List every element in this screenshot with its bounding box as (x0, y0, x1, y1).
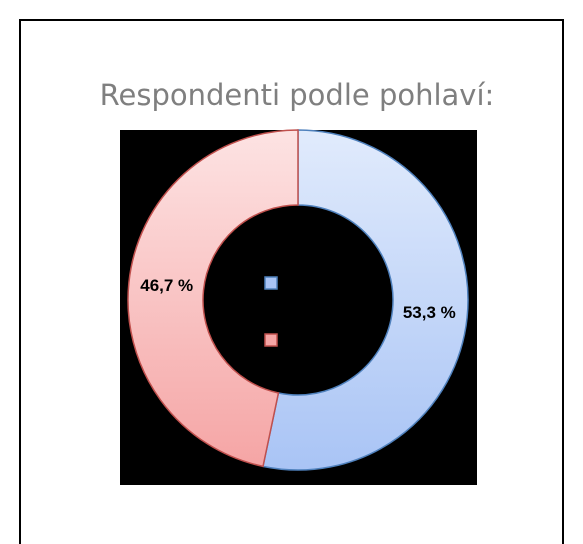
data-label: 46,7 % (140, 276, 193, 295)
donut-segment (127, 129, 299, 468)
chart-title: Respondenti podle pohlaví: (100, 78, 495, 112)
data-label: 53,3 % (403, 303, 456, 322)
donut-segment (262, 129, 469, 471)
legend-marker (264, 276, 278, 290)
legend-marker (264, 333, 278, 347)
